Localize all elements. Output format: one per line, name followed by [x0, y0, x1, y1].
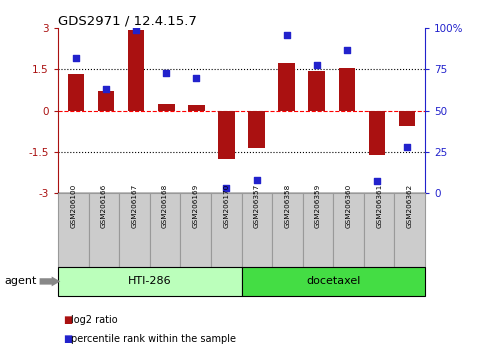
- Text: GSM206170: GSM206170: [223, 184, 229, 228]
- Point: [403, 144, 411, 150]
- Bar: [188, 105, 205, 111]
- Bar: [128, 30, 144, 111]
- Text: GSM206166: GSM206166: [101, 184, 107, 228]
- Point: [72, 55, 80, 61]
- Text: GSM206357: GSM206357: [254, 184, 260, 228]
- Bar: [309, 71, 325, 111]
- Point: [132, 27, 140, 33]
- Text: GDS2971 / 12.4.15.7: GDS2971 / 12.4.15.7: [58, 14, 197, 27]
- Point: [373, 178, 381, 184]
- Bar: [68, 74, 85, 111]
- Text: ■: ■: [63, 315, 72, 325]
- Text: GSM206359: GSM206359: [315, 184, 321, 228]
- Text: ■: ■: [63, 334, 72, 344]
- Bar: [339, 68, 355, 111]
- Point: [283, 32, 290, 38]
- Text: GSM206169: GSM206169: [193, 184, 199, 228]
- Text: agent: agent: [5, 276, 37, 286]
- Text: percentile rank within the sample: percentile rank within the sample: [71, 334, 237, 344]
- Point: [253, 177, 260, 183]
- Point: [162, 70, 170, 76]
- Bar: [398, 111, 415, 126]
- Bar: [248, 111, 265, 148]
- Point: [223, 185, 230, 191]
- Text: GSM206167: GSM206167: [131, 184, 138, 228]
- Bar: [218, 111, 235, 159]
- Text: log2 ratio: log2 ratio: [71, 315, 118, 325]
- Text: GSM206100: GSM206100: [70, 184, 76, 228]
- Bar: [369, 111, 385, 154]
- Text: HTI-286: HTI-286: [128, 276, 171, 286]
- Point: [102, 86, 110, 92]
- Text: GSM206361: GSM206361: [376, 184, 382, 228]
- Bar: [158, 104, 174, 111]
- Text: GSM206168: GSM206168: [162, 184, 168, 228]
- Bar: [98, 91, 114, 111]
- Text: docetaxel: docetaxel: [306, 276, 360, 286]
- Bar: [278, 63, 295, 111]
- Point: [343, 47, 351, 52]
- Point: [193, 75, 200, 81]
- Text: GSM206358: GSM206358: [284, 184, 290, 228]
- Point: [313, 62, 321, 67]
- Text: GSM206362: GSM206362: [407, 184, 413, 228]
- Text: GSM206360: GSM206360: [345, 184, 352, 228]
